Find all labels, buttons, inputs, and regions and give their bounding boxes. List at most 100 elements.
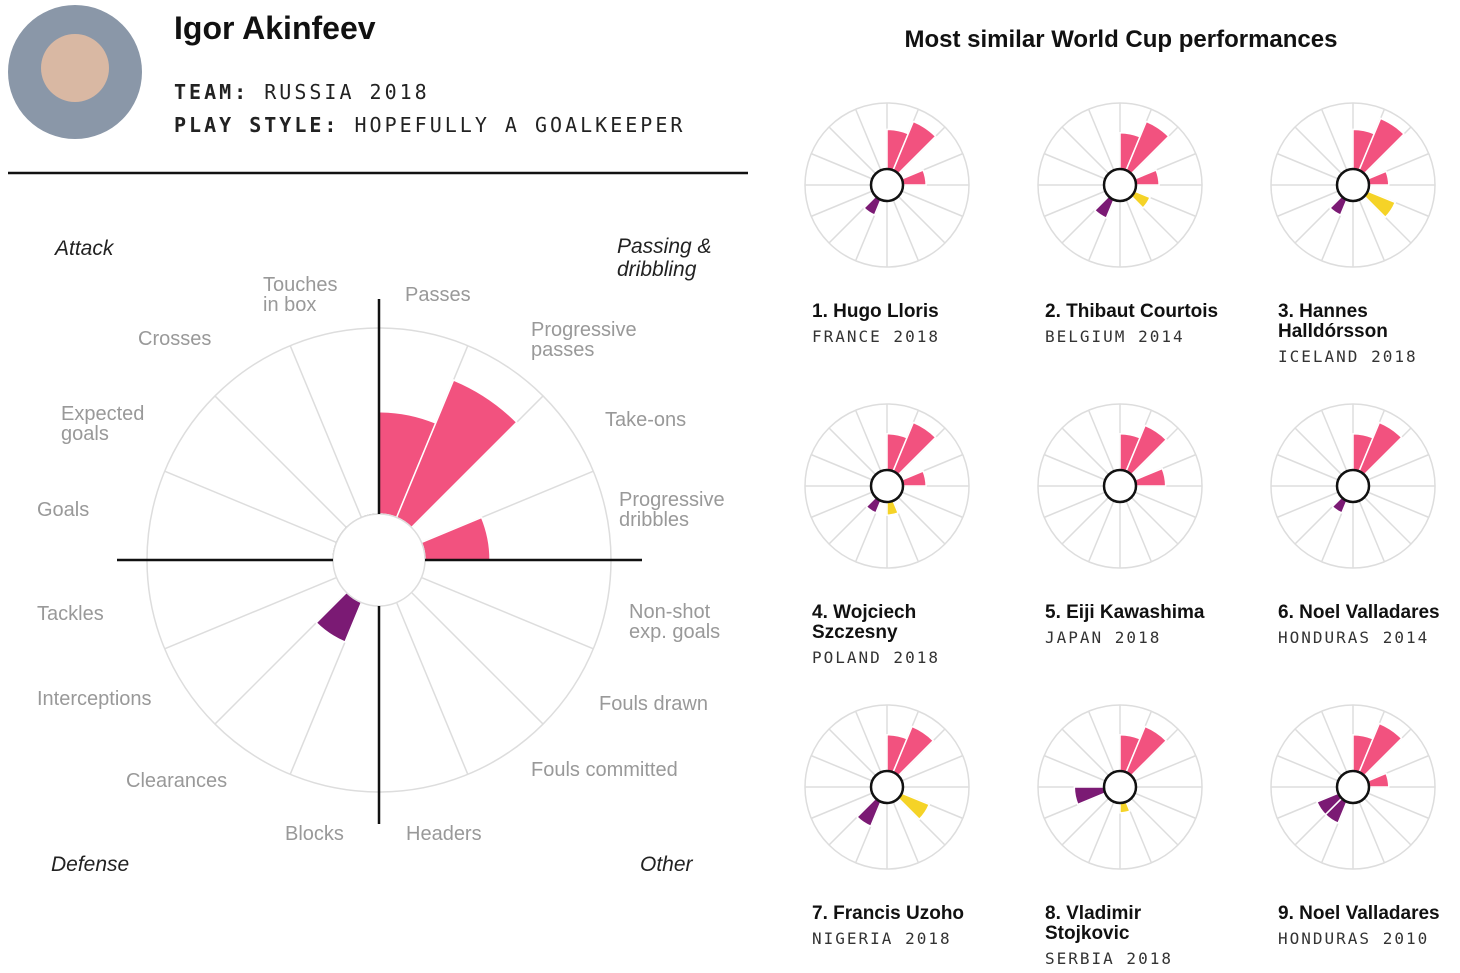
spoke (1061, 427, 1110, 476)
similar-name: 5. Eiji Kawashima (1045, 602, 1205, 623)
wedge (897, 792, 931, 821)
spoke (1294, 427, 1343, 476)
similar-team: HONDURAS 2014 (1278, 628, 1430, 647)
wedge (900, 169, 927, 186)
category-label: Progressive passes (531, 319, 637, 361)
category-label: Non-shot exp. goals (629, 601, 721, 643)
similar-team: BELGIUM 2014 (1045, 327, 1185, 346)
category-label: Crosses (138, 328, 212, 350)
spoke (892, 199, 920, 262)
spoke (1320, 108, 1348, 171)
similar-team: ICELAND 2018 (1278, 347, 1418, 366)
similar-name: 6. Noel Valladares (1278, 602, 1440, 623)
spoke (1130, 797, 1179, 846)
wedge (900, 470, 927, 487)
spoke (1367, 491, 1430, 519)
spoke (828, 427, 877, 476)
player-face (41, 34, 109, 102)
wedge (1073, 786, 1107, 806)
spoke (810, 792, 873, 820)
center-hole (1335, 167, 1371, 203)
spoke (289, 345, 363, 518)
spoke (854, 409, 882, 472)
spoke (1363, 797, 1412, 846)
spoke (810, 754, 873, 782)
spoke (1087, 710, 1115, 773)
team-line: TEAM: RUSSIA 2018 (174, 80, 430, 104)
spoke (1276, 453, 1339, 481)
similar-name: Halldórsson (1278, 321, 1388, 342)
similar-team: JAPAN 2018 (1045, 628, 1162, 647)
spoke (901, 491, 964, 519)
similar-name: 7. Francis Uzoho (812, 903, 965, 924)
wedge (420, 516, 491, 561)
similar-name: 3. Hannes (1278, 301, 1368, 322)
center-hole (1335, 468, 1371, 504)
similar-name: 4. Wojciech (812, 602, 917, 623)
similar-name: 8. Vladimir (1045, 903, 1142, 924)
spoke (897, 195, 946, 244)
group-label: Passing & dribbling (617, 235, 712, 281)
spoke (1358, 199, 1386, 262)
spoke (1061, 728, 1110, 777)
similar-heading: Most similar World Cup performances (904, 26, 1338, 53)
team: RUSSIA 2018 (264, 80, 430, 104)
spoke (1043, 754, 1106, 782)
category-label: Progressive dribbles (619, 489, 725, 531)
center-hole (1102, 167, 1138, 203)
spoke (1061, 496, 1110, 545)
spoke (1061, 797, 1110, 846)
spoke (421, 576, 594, 650)
spoke (901, 190, 964, 218)
spoke (1276, 152, 1339, 180)
similar-name: Szczesny (812, 622, 898, 643)
category-label: Fouls committed (531, 759, 678, 781)
similar-name: Stojkovic (1045, 923, 1130, 944)
spoke (1367, 453, 1430, 481)
spoke (1363, 496, 1412, 545)
spoke (1134, 792, 1197, 820)
center-hole (1102, 769, 1138, 805)
spoke (1125, 500, 1153, 563)
player-name: Igor Akinfeev (174, 10, 376, 46)
style-label: PLAY STYLE: (174, 113, 340, 137)
spoke (1043, 453, 1106, 481)
spoke (1043, 190, 1106, 218)
category-label: Tackles (37, 603, 104, 625)
center-hole (869, 468, 905, 504)
category-label: Passes (405, 284, 471, 306)
spoke (1276, 190, 1339, 218)
center-hole (1335, 769, 1371, 805)
similar-name: 9. Noel Valladares (1278, 903, 1440, 924)
category-label: Take-ons (605, 409, 687, 431)
spoke (1087, 409, 1115, 472)
spoke (1061, 126, 1110, 175)
similar-team: NIGERIA 2018 (812, 929, 952, 948)
spoke (854, 710, 882, 773)
spoke (828, 126, 877, 175)
spoke (164, 470, 337, 544)
similar-name: 1. Hugo Lloris (812, 301, 939, 322)
wedge (1363, 190, 1397, 219)
spoke (1043, 491, 1106, 519)
spoke (1276, 754, 1339, 782)
center-hole (1102, 468, 1138, 504)
spoke (854, 108, 882, 171)
spoke (1358, 500, 1386, 563)
wedge (855, 797, 882, 828)
spoke (810, 190, 873, 218)
group-label: Other (640, 853, 693, 876)
wedge (1366, 772, 1390, 788)
wedge (1133, 169, 1160, 186)
wedge (1133, 467, 1167, 487)
center-hole (869, 167, 905, 203)
category-label: Fouls drawn (599, 693, 708, 715)
spoke (1043, 152, 1106, 180)
spoke (164, 576, 337, 650)
category-label: Goals (37, 499, 90, 521)
spoke (1087, 801, 1115, 864)
spoke (214, 395, 348, 529)
spoke (897, 496, 946, 545)
spoke (1294, 126, 1343, 175)
category-label: Interceptions (37, 688, 152, 710)
